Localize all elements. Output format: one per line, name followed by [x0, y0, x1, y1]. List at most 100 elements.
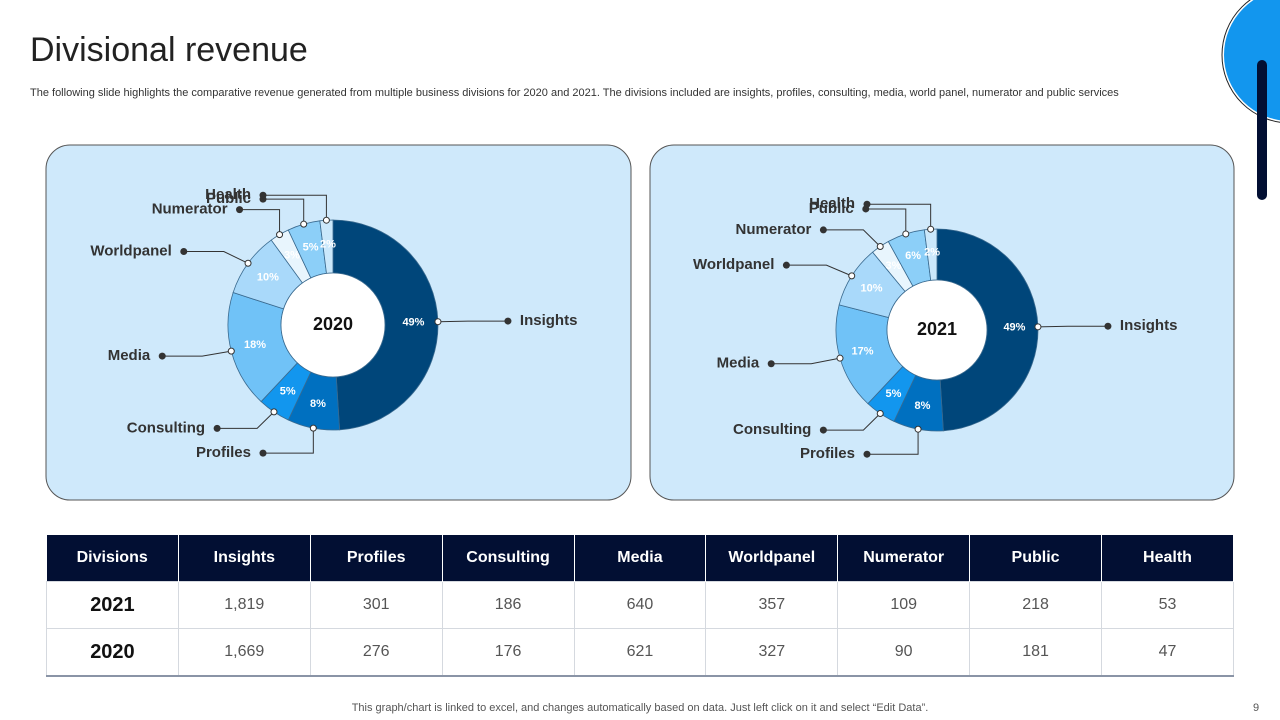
callout-dot — [158, 352, 166, 360]
callout-anchor — [309, 424, 317, 432]
table-cell: 357 — [705, 581, 839, 629]
callout-dot — [180, 248, 188, 256]
table-row: 2021 1,819 301 186 640 357 109 218 53 — [46, 581, 1234, 629]
callout-dot — [782, 261, 790, 269]
slice-value-label: 3% — [284, 250, 300, 262]
table-cell: 2021 — [46, 581, 179, 629]
slice-value-label: 49% — [1003, 321, 1025, 333]
table-cell: 181 — [969, 628, 1102, 677]
page-number: 9 — [1253, 702, 1259, 714]
callout-line — [263, 198, 305, 225]
slice-value-label: 10% — [861, 282, 883, 294]
callout-label: Profiles — [800, 445, 855, 462]
callout-line — [771, 357, 841, 365]
callout-label: Public — [206, 190, 251, 207]
callout-anchor — [914, 425, 922, 433]
callout-label: Insights — [1120, 317, 1178, 334]
callout-anchor — [276, 231, 284, 239]
slice-value-label: 10% — [257, 272, 279, 284]
callout-anchor — [1034, 323, 1042, 331]
slice-value-label: 18% — [244, 339, 266, 351]
donut-center-label: 2021 — [917, 319, 957, 339]
callout-dot — [863, 200, 871, 208]
donut-hole — [280, 272, 386, 378]
table-header-cell: Public — [969, 535, 1102, 582]
slice-value-label: 5% — [280, 385, 296, 397]
callout-label: Worldpanel — [90, 242, 171, 259]
slide-title: Divisional revenue — [30, 31, 308, 69]
slice-value-label: 6% — [905, 250, 921, 262]
table-header-cell: Worldpanel — [705, 535, 839, 582]
table-row: 2020 1,669 276 176 621 327 90 181 47 — [46, 628, 1234, 677]
callout-dot — [213, 424, 221, 432]
callout-label: Media — [717, 355, 760, 372]
callout-line — [823, 229, 881, 247]
callout-dot — [863, 450, 871, 458]
table-cell: 176 — [441, 628, 575, 677]
table-cell: 186 — [441, 581, 575, 629]
table-header-cell: Consulting — [442, 535, 575, 582]
callout-anchor — [902, 230, 910, 238]
callout-line — [162, 350, 232, 357]
table-cell: 301 — [309, 581, 443, 629]
callout-label: Consulting — [733, 421, 811, 438]
callout-label: Health — [205, 186, 251, 203]
callout-anchor — [876, 242, 884, 250]
table-cell: 218 — [969, 581, 1102, 629]
table-header-row: Divisions Insights Profiles Consulting Media… — [46, 535, 1234, 582]
table-cell: 327 — [705, 628, 839, 677]
callout-label: Insights — [520, 312, 578, 329]
table-header-cell: Media — [574, 535, 707, 582]
callout-dot — [819, 226, 827, 234]
callout-label: Media — [108, 347, 151, 364]
footer-note: This graph/chart is linked to excel, and… — [352, 702, 929, 714]
callout-line — [263, 428, 314, 454]
table-cell: 640 — [573, 581, 707, 629]
slice-value-label: 3% — [885, 260, 901, 272]
callout-line — [1037, 325, 1108, 328]
callout-anchor — [227, 347, 235, 355]
slice-value-label: 2% — [924, 247, 940, 259]
callout-dot — [819, 426, 827, 434]
callout-line — [263, 194, 327, 221]
callout-anchor — [244, 259, 252, 267]
table-cell: 1,819 — [177, 581, 311, 629]
callout-line — [865, 208, 907, 234]
callout-line — [867, 203, 932, 230]
callout-line — [183, 251, 249, 264]
donut-hole — [886, 279, 988, 381]
callout-anchor — [270, 408, 278, 416]
callout-anchor — [322, 216, 330, 224]
callout-dot — [1104, 322, 1112, 330]
callout-line — [239, 209, 281, 235]
table-cell: 53 — [1101, 581, 1234, 629]
slice-value-label: 5% — [885, 388, 901, 400]
table-cell: 109 — [837, 581, 971, 629]
callout-anchor — [876, 410, 884, 418]
callout-anchor — [434, 318, 442, 326]
table-header-cell: Numerator — [837, 535, 971, 582]
table-cell: 47 — [1101, 628, 1234, 677]
table-header-cell: Insights — [178, 535, 311, 582]
table-header-cell: Profiles — [310, 535, 443, 582]
decor-bar — [1257, 60, 1267, 200]
callout-anchor — [836, 354, 844, 362]
callout-line — [437, 320, 508, 323]
callout-dot — [767, 360, 775, 368]
slice-value-label: 5% — [303, 242, 319, 254]
callout-dot — [259, 191, 267, 199]
callout-label: Worldpanel — [693, 256, 774, 273]
callout-label: Profiles — [196, 444, 251, 461]
callout-label: Health — [809, 195, 855, 212]
data-table: Divisions Insights Profiles Consulting Media… — [46, 535, 1234, 677]
callout-anchor — [927, 225, 935, 233]
callout-label: Numerator — [152, 201, 228, 218]
callout-anchor — [848, 272, 856, 280]
slice-value-label: 8% — [310, 398, 326, 410]
callout-line — [867, 429, 919, 455]
table-cell: 90 — [837, 628, 971, 677]
callout-line — [823, 413, 881, 431]
slice-value-label: 2% — [320, 239, 336, 251]
